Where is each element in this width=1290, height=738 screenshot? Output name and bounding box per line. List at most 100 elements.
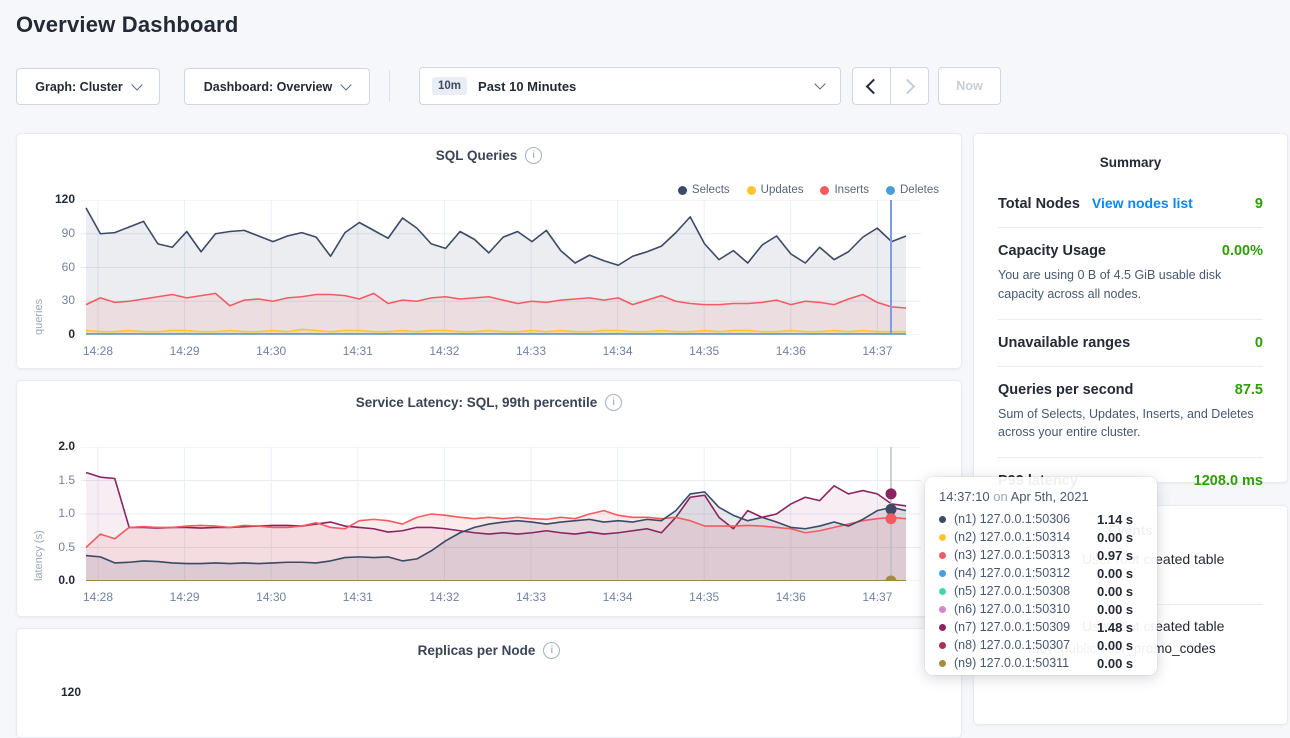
node-color-dot <box>939 534 946 541</box>
x-tick-label: 14:34 <box>594 590 642 604</box>
y-tick-label: 30 <box>35 293 75 307</box>
tooltip-node-row: (n1) 127.0.0.1:50306 1.14 s <box>939 510 1143 528</box>
legend-dot <box>747 186 756 195</box>
legend-item-selects[interactable]: Selects <box>678 184 730 196</box>
time-back-button[interactable] <box>852 67 891 105</box>
node-color-dot <box>939 660 946 667</box>
y-tick-label: 0 <box>35 327 75 341</box>
y-tick-label: 1.0 <box>35 506 75 520</box>
service-latency-card: Service Latency: SQL, 99th percentile i … <box>16 380 962 617</box>
y-tick-label: 0.5 <box>35 540 75 554</box>
tooltip-node-row: (n4) 127.0.0.1:50312 0.00 s <box>939 564 1143 582</box>
node-latency-value: 0.00 s <box>1097 530 1143 545</box>
legend-item-deletes[interactable]: Deletes <box>886 184 939 196</box>
legend-label: Selects <box>692 184 730 196</box>
p99-value: 1208.0 ms <box>1194 473 1263 489</box>
graph-dropdown[interactable]: Graph: Cluster <box>16 68 160 105</box>
node-latency-value: 1.48 s <box>1097 620 1143 635</box>
chevron-right-icon <box>900 78 916 94</box>
page-title: Overview Dashboard <box>16 12 238 38</box>
tooltip-node-row: (n3) 127.0.0.1:50313 0.97 s <box>939 546 1143 564</box>
tooltip-node-row: (n8) 127.0.0.1:50307 0.00 s <box>939 636 1143 654</box>
sql-queries-plot[interactable] <box>81 200 921 340</box>
x-tick-label: 14:37 <box>853 590 901 604</box>
service-latency-plot[interactable] <box>81 447 921 586</box>
time-range-dropdown[interactable]: 10m Past 10 Minutes <box>419 67 841 105</box>
summary-capacity: Capacity Usage 0.00% You are using 0 B o… <box>974 228 1287 304</box>
service-latency-title-row: Service Latency: SQL, 99th percentile i <box>17 394 961 411</box>
node-latency-value: 0.97 s <box>1097 548 1143 563</box>
qps-label: Queries per second <box>998 382 1133 398</box>
node-latency-value: 1.14 s <box>1097 512 1143 527</box>
node-address: (n6) 127.0.0.1:50310 <box>954 602 1070 616</box>
info-icon[interactable]: i <box>543 642 560 659</box>
tooltip-timestamp: 14:37:10 on Apr 5th, 2021 <box>939 489 1143 504</box>
node-latency-value: 0.00 s <box>1097 566 1143 581</box>
node-color-dot <box>939 552 946 559</box>
node-address: (n1) 127.0.0.1:50306 <box>954 512 1070 526</box>
capacity-label: Capacity Usage <box>998 243 1106 259</box>
x-tick-label: 14:29 <box>161 590 209 604</box>
node-address: (n9) 127.0.0.1:50311 <box>954 656 1069 670</box>
summary-total-nodes: Total Nodes View nodes list 9 <box>974 180 1287 212</box>
chevron-down-icon <box>131 79 142 90</box>
x-tick-label: 14:28 <box>74 344 122 358</box>
x-tick-label: 14:32 <box>420 344 468 358</box>
node-address: (n8) 127.0.0.1:50307 <box>954 638 1070 652</box>
y-tick-label: 90 <box>35 226 75 240</box>
x-tick-label: 14:31 <box>334 344 382 358</box>
x-tick-label: 14:29 <box>161 344 209 358</box>
node-color-dot <box>939 570 946 577</box>
legend-dot <box>678 186 687 195</box>
tooltip-node-row: (n2) 127.0.0.1:50314 0.00 s <box>939 528 1143 546</box>
node-color-dot <box>939 516 946 523</box>
overview-dashboard-page: { "page": {"title": "Overview Dashboard"… <box>0 0 1290 689</box>
node-color-dot <box>939 642 946 649</box>
y-tick-label: 0.0 <box>35 573 75 587</box>
node-address: (n4) 127.0.0.1:50312 <box>954 566 1070 580</box>
now-button[interactable]: Now <box>938 67 1001 105</box>
view-nodes-list-link[interactable]: View nodes list <box>1092 195 1193 211</box>
y-tick-label: 2.0 <box>35 439 75 453</box>
time-forward-button[interactable] <box>890 67 929 105</box>
sql-queries-legend: Selects Updates Inserts Deletes <box>678 184 939 196</box>
replicas-title: Replicas per Node <box>418 643 536 658</box>
node-address: (n3) 127.0.0.1:50313 <box>954 548 1070 562</box>
legend-label: Updates <box>761 184 804 196</box>
chevron-down-icon <box>341 79 352 90</box>
x-tick-label: 14:33 <box>507 344 555 358</box>
x-tick-label: 14:36 <box>767 344 815 358</box>
node-address: (n5) 127.0.0.1:50308 <box>954 584 1070 598</box>
latency-hover-tooltip: 14:37:10 on Apr 5th, 2021 (n1) 127.0.0.1… <box>925 477 1157 675</box>
replicas-title-row: Replicas per Node i <box>17 642 961 659</box>
node-latency-value: 0.00 s <box>1097 638 1143 653</box>
time-range-badge: 10m <box>432 77 467 95</box>
service-latency-title: Service Latency: SQL, 99th percentile <box>356 395 598 410</box>
legend-item-inserts[interactable]: Inserts <box>820 184 869 196</box>
dashboard-dropdown[interactable]: Dashboard: Overview <box>184 68 370 105</box>
node-latency-value: 0.00 s <box>1097 656 1143 671</box>
chevron-down-icon <box>814 78 825 89</box>
unavailable-value: 0 <box>1255 335 1263 351</box>
sql-queries-card: SQL Queries i Selects Updates Inserts Delet… <box>16 133 962 369</box>
replicas-per-node-card: Replicas per Node i 120 <box>16 628 962 738</box>
summary-qps: Queries per second 87.5 Sum of Selects, … <box>974 367 1287 443</box>
node-address: (n2) 127.0.0.1:50314 <box>954 530 1070 544</box>
legend-label: Inserts <box>834 184 869 196</box>
summary-panel: Summary Total Nodes View nodes list 9 Ca… <box>973 133 1288 483</box>
info-icon[interactable]: i <box>605 394 622 411</box>
x-tick-label: 14:36 <box>767 590 815 604</box>
tooltip-node-row: (n7) 127.0.0.1:503091.48 s <box>939 618 1143 636</box>
total-nodes-value: 9 <box>1255 196 1263 212</box>
legend-item-updates[interactable]: Updates <box>747 184 804 196</box>
replicas-y-max-label: 120 <box>61 685 81 699</box>
sql-queries-title: SQL Queries <box>436 148 518 163</box>
x-tick-label: 14:33 <box>507 590 555 604</box>
summary-title: Summary <box>974 155 1287 170</box>
summary-unavailable: Unavailable ranges 0 <box>974 320 1287 351</box>
now-button-label: Now <box>956 79 982 93</box>
legend-dot <box>886 186 895 195</box>
info-icon[interactable]: i <box>525 147 542 164</box>
chevron-left-icon <box>866 78 882 94</box>
y-tick-label: 120 <box>35 192 75 206</box>
